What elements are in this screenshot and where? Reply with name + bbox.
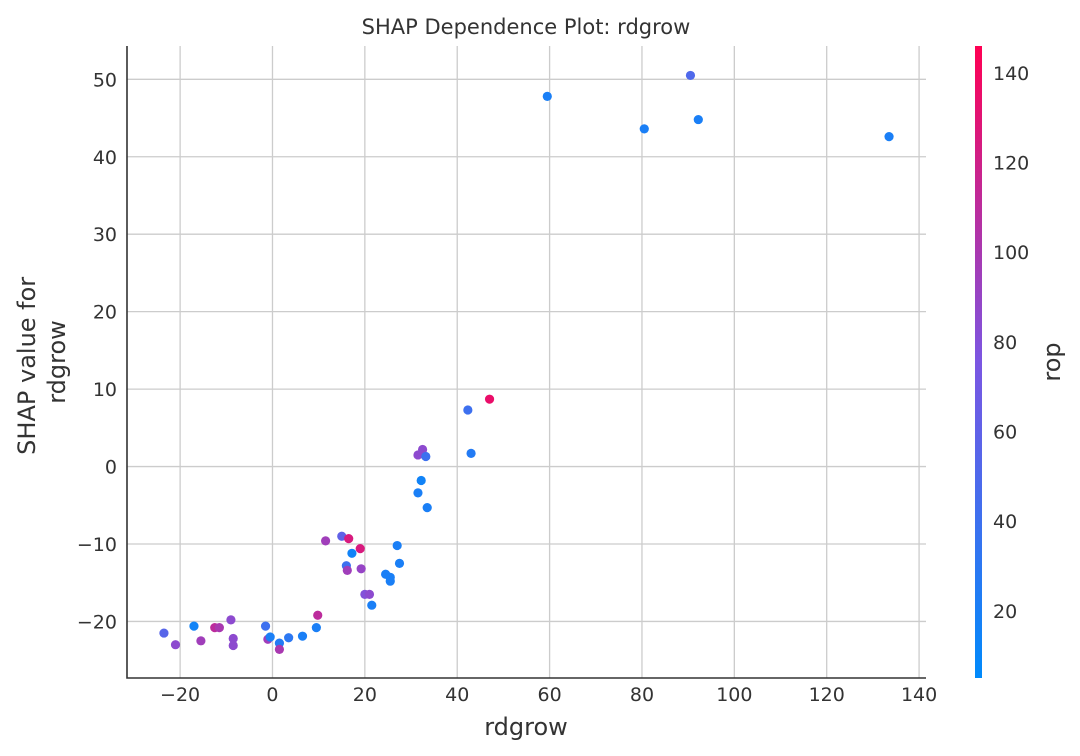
x-tick-label: 140: [901, 684, 937, 706]
y-axis-label-line-1: SHAP value for: [13, 277, 41, 455]
data-point: [313, 610, 323, 620]
y-tick-label: 50: [93, 69, 117, 91]
data-point: [385, 576, 395, 586]
data-point: [228, 640, 238, 651]
x-tick-label: 20: [353, 684, 377, 706]
colorbar: [975, 46, 982, 678]
data-point: [693, 114, 703, 125]
data-point: [260, 621, 271, 631]
y-tick-label: 30: [93, 224, 117, 246]
data-point: [265, 632, 275, 642]
y-axis-label-line-2: rdgrow: [43, 320, 71, 404]
data-point: [214, 623, 224, 633]
data-point: [394, 558, 405, 568]
data-point: [466, 448, 476, 458]
data-point: [356, 564, 366, 574]
data-point: [337, 531, 347, 541]
data-point: [226, 615, 236, 625]
data-point: [685, 70, 696, 81]
y-tick-label: −10: [77, 534, 117, 556]
data-point: [392, 540, 402, 551]
grid: [127, 46, 926, 678]
data-point: [284, 633, 294, 643]
data-point: [884, 132, 894, 142]
y-tick-labels: −20 −10 0 10 20 30 40 50: [77, 69, 117, 633]
colorbar-label: rop: [1038, 342, 1066, 381]
axes-spines: [126, 46, 926, 679]
colorbar-tick-label: 20: [993, 601, 1017, 623]
data-point: [416, 475, 426, 486]
x-tick-label: 60: [537, 684, 561, 706]
colorbar-tick-labels: 20 40 60 80 100 120 140: [993, 63, 1029, 623]
colorbar-tick-label: 80: [993, 332, 1017, 354]
colorbar-tick-label: 100: [993, 242, 1029, 264]
y-tick-label: −20: [77, 611, 117, 633]
data-point: [364, 589, 375, 599]
data-point: [413, 488, 423, 498]
x-tick-label: 80: [630, 684, 654, 706]
scatter-points: [159, 70, 894, 654]
data-point: [228, 633, 238, 644]
x-tick-label: 120: [809, 684, 845, 706]
y-tick-label: 10: [93, 379, 117, 401]
data-point: [342, 565, 352, 575]
colorbar-tick-label: 140: [993, 63, 1029, 85]
y-tick-label: 20: [93, 302, 117, 324]
colorbar-tick-label: 60: [993, 421, 1017, 443]
data-point: [311, 623, 321, 633]
data-point: [320, 536, 331, 546]
data-point: [355, 544, 365, 554]
x-tick-label: 100: [716, 684, 752, 706]
x-tick-labels: −20 0 20 40 60 80 100 120 140: [160, 684, 937, 706]
data-point: [422, 503, 432, 513]
y-axis-label: SHAP value for rdgrow: [13, 269, 71, 455]
data-point: [170, 640, 181, 650]
data-point: [639, 124, 649, 134]
x-tick-label: 0: [266, 684, 278, 706]
x-tick-label: −20: [160, 684, 200, 706]
x-tick-label: 40: [445, 684, 469, 706]
colorbar-tick-label: 120: [993, 153, 1029, 175]
data-point: [421, 451, 431, 462]
y-tick-label: 40: [93, 147, 117, 169]
x-axis-label: rdgrow: [484, 713, 568, 741]
data-point: [463, 405, 473, 415]
data-point: [417, 444, 428, 455]
data-point: [484, 394, 495, 404]
data-point: [344, 533, 354, 544]
data-point: [189, 621, 199, 631]
colorbar-tick-label: 40: [993, 511, 1017, 533]
data-point: [542, 91, 552, 101]
data-point: [159, 628, 169, 638]
data-point: [367, 600, 377, 610]
data-point: [297, 631, 308, 641]
y-tick-label: 0: [105, 457, 117, 479]
data-point: [196, 636, 206, 646]
data-point: [347, 548, 357, 558]
chart-title: SHAP Dependence Plot: rdgrow: [362, 15, 691, 39]
data-point: [274, 644, 285, 654]
